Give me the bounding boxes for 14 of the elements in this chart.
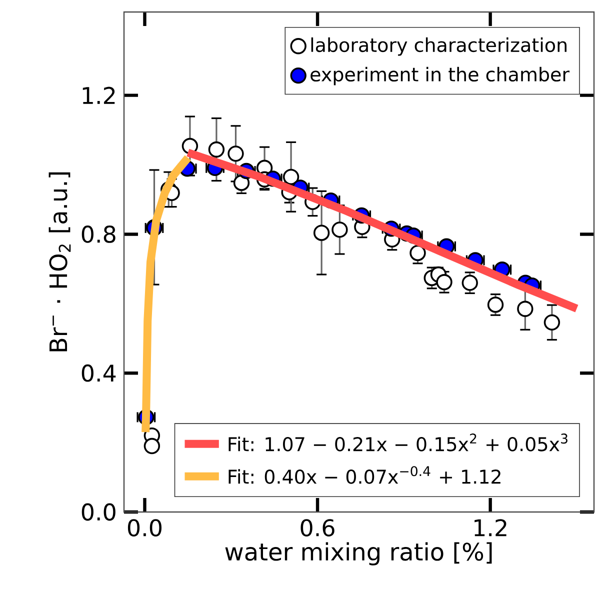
legend-label: Fit: 1.07 − 0.21x − 0.15x$^{2}$ + 0.05x$^{3}$ [228, 434, 568, 452]
y-tick-label: 0.4 [82, 364, 116, 382]
point [144, 438, 160, 454]
y-tick-label: 1.2 [82, 86, 115, 104]
x-tick-label: 0.0 [128, 519, 162, 536]
y-tick-label: 0.0 [82, 503, 116, 521]
x-axis-title: water mixing ratio [%] [225, 542, 492, 566]
legend-label: laboratory characterization [311, 37, 566, 56]
y-tick-label: 0.8 [82, 226, 116, 243]
x-tick-label: 1.2 [474, 519, 506, 536]
x-tick-label: 0.6 [300, 519, 334, 536]
legend-label: experiment in the chamber [310, 66, 570, 86]
legend-label: Fit: 0.40x − 0.07x$^{−0.4}$ + 1.12 [228, 466, 500, 484]
y-axis-title: Br$^{−}$ · HO$_{2}$ [a.u.] [48, 172, 71, 352]
